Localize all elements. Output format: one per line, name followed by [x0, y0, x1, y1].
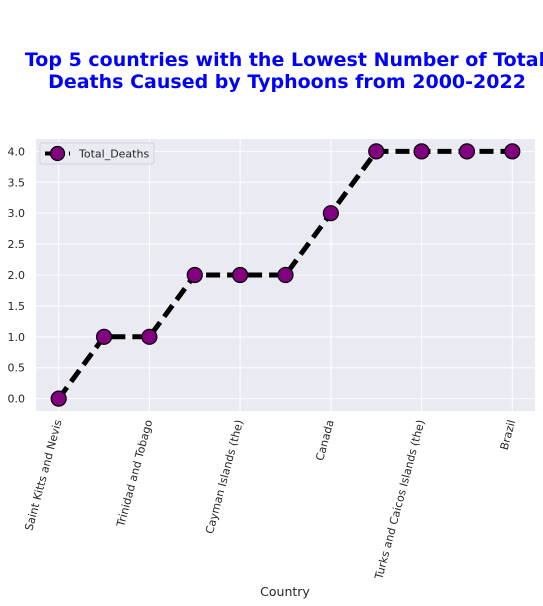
legend: Total_Deaths	[39, 142, 155, 165]
chart-title-line-1: Top 5 countries with the Lowest Number o…	[25, 49, 543, 71]
x-tick-label: Saint Kitts and Nevis	[22, 418, 64, 532]
series-line	[56, 148, 513, 401]
data-point	[504, 143, 521, 160]
y-tick-label: 0.5	[8, 362, 26, 375]
legend-marker-swatch	[49, 145, 66, 162]
x-tick-label: Turks and Caicos Islands (the)	[372, 418, 427, 581]
series-total-deaths	[50, 143, 521, 407]
y-tick-label: 2.5	[8, 238, 26, 251]
y-tick-label: 1.0	[8, 331, 26, 344]
data-point	[368, 143, 385, 160]
x-tick-label: Cayman Islands (the)	[203, 418, 246, 535]
x-axis-label: Country	[260, 584, 310, 599]
data-point	[277, 266, 294, 284]
x-axis-ticks: Saint Kitts and Nevis Trinidad and Tobago…	[22, 418, 518, 581]
data-point	[186, 266, 203, 284]
legend-label: Total_Deaths	[78, 148, 149, 161]
data-point	[95, 328, 113, 345]
y-tick-label: 0.0	[8, 393, 26, 406]
data-point	[50, 390, 67, 407]
data-point	[232, 266, 249, 284]
y-axis-ticks: 0.0 0.5 1.0 1.5 2.0 2.5 3.0 3.5 4.0	[8, 145, 26, 405]
y-tick-label: 2.0	[8, 269, 26, 282]
x-tick-label: Canada	[313, 418, 336, 462]
data-point	[458, 143, 476, 160]
y-tick-label: 3.0	[8, 207, 26, 220]
chart-title-line-2: Deaths Caused by Typhoons from 2000-2022	[48, 71, 526, 93]
y-tick-label: 3.5	[8, 176, 26, 189]
x-tick-label: Trinidad and Tobago	[114, 418, 155, 529]
y-tick-label: 4.0	[8, 145, 26, 158]
x-tick-label: Brazil	[498, 418, 519, 451]
data-point	[141, 328, 158, 345]
data-point	[413, 143, 430, 160]
legend-box	[39, 142, 155, 165]
data-point	[322, 205, 339, 222]
y-tick-label: 1.5	[8, 300, 26, 313]
